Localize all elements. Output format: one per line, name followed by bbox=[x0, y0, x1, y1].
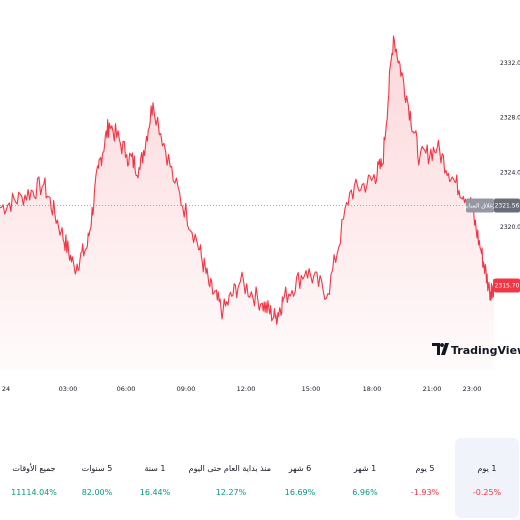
price-point bbox=[240, 281, 241, 282]
time-tick-label: 18:00 bbox=[363, 385, 382, 393]
price-point bbox=[371, 180, 372, 181]
period-label: 5 يوم bbox=[415, 464, 435, 473]
time-tick-label: 09:00 bbox=[177, 385, 196, 393]
price-point bbox=[305, 270, 306, 271]
tradingview-wordmark: TradingView bbox=[451, 344, 520, 357]
period-label: 5 سنوات bbox=[81, 464, 113, 473]
plot-area bbox=[0, 35, 495, 371]
price-point bbox=[74, 267, 75, 268]
price-point bbox=[262, 303, 263, 304]
period-label: منذ بداية العام حتى اليوم bbox=[188, 464, 271, 473]
time-axis[interactable]: 24 03:00 06:00 09:00 12:00 15:00 18:00 21:00 23:… bbox=[2, 385, 482, 393]
price-point bbox=[98, 168, 99, 169]
price-point bbox=[419, 158, 420, 159]
previous-close-tag-box bbox=[494, 198, 520, 213]
period-tab[interactable]: 6 شهر 16.69% bbox=[268, 438, 332, 518]
period-label: 1 شهر bbox=[353, 464, 377, 473]
price-point bbox=[139, 169, 140, 170]
period-tab[interactable]: 1 سنة 16.44% bbox=[123, 438, 187, 518]
price-point bbox=[480, 249, 481, 250]
price-line bbox=[0, 35, 495, 325]
last-price-tag-box bbox=[494, 278, 520, 293]
period-label: 6 شهر bbox=[288, 464, 312, 473]
price-point bbox=[327, 293, 328, 294]
price-tick-label: 2324.00 bbox=[500, 169, 520, 176]
price-axis[interactable]: 2320.00 2324.00 2328.00 2332.00 bbox=[500, 60, 520, 231]
period-tab[interactable]: 5 يوم -1.93% bbox=[393, 438, 457, 518]
price-point bbox=[209, 286, 210, 287]
price-point bbox=[382, 163, 383, 164]
time-tick-label: 12:00 bbox=[237, 385, 256, 393]
period-tab[interactable]: جميع الأوقات 11114.04% bbox=[2, 438, 66, 518]
price-area-fill bbox=[0, 35, 494, 371]
price-point bbox=[43, 184, 44, 185]
period-label: 1 سنة bbox=[144, 464, 166, 473]
tradingview-logo-icon bbox=[432, 342, 449, 355]
period-change-value: -0.25% bbox=[472, 488, 502, 497]
period-tab[interactable]: منذ بداية العام حتى اليوم 12.27% bbox=[189, 438, 271, 518]
period-label: جميع الأوقات bbox=[12, 464, 56, 473]
price-tick-label: 2320.00 bbox=[500, 224, 520, 231]
period-change-value: 6.96% bbox=[352, 488, 378, 497]
price-point bbox=[393, 35, 394, 36]
price-point bbox=[196, 240, 197, 241]
period-tab[interactable]: 5 سنوات 82.00% bbox=[65, 438, 129, 518]
performance-periods: 1 يوم -0.25% 5 يوم -1.93% 1 شهر 6.96% 6 شهر 16.… bbox=[0, 438, 520, 520]
price-point bbox=[21, 196, 22, 197]
price-point bbox=[349, 192, 350, 193]
price-point bbox=[489, 290, 490, 291]
last-price-tag: 2315.70 bbox=[495, 282, 520, 289]
period-tab[interactable]: 1 شهر 6.96% bbox=[333, 438, 397, 518]
price-point bbox=[61, 230, 62, 231]
price-point bbox=[284, 297, 285, 298]
price-point bbox=[109, 123, 110, 124]
previous-close-label: الإغلاق السابق bbox=[462, 203, 498, 210]
period-change-value: -1.93% bbox=[410, 488, 440, 497]
price-chart[interactable]: 2320.00 2324.00 2328.00 2332.00 24 03:00 06:0… bbox=[0, 0, 520, 400]
price-point bbox=[152, 102, 153, 103]
time-tick-label: 23:00 bbox=[463, 385, 482, 393]
tradingview-watermark: TradingView bbox=[432, 342, 520, 357]
time-tick-label: 15:00 bbox=[302, 385, 321, 393]
price-tick-label: 2328.00 bbox=[500, 115, 520, 122]
previous-close-label-box bbox=[466, 198, 494, 213]
period-change-value: 16.44% bbox=[139, 488, 171, 497]
period-change-value: 12.27% bbox=[215, 488, 247, 497]
price-point bbox=[222, 311, 223, 312]
period-change-value: 16.69% bbox=[284, 488, 316, 497]
time-tick-label: 03:00 bbox=[59, 385, 78, 393]
time-tick-label: 21:00 bbox=[423, 385, 442, 393]
time-tick-label: 06:00 bbox=[117, 385, 136, 393]
price-point bbox=[437, 147, 438, 148]
period-tab[interactable]: 1 يوم -0.25% bbox=[455, 438, 519, 518]
price-point bbox=[87, 245, 88, 246]
period-label: 1 يوم bbox=[477, 464, 497, 473]
price-point bbox=[406, 95, 407, 96]
time-tick-label: 24 bbox=[2, 385, 10, 393]
price-point bbox=[275, 318, 276, 319]
period-change-value: 11114.04% bbox=[11, 488, 57, 497]
price-point bbox=[454, 181, 455, 182]
period-change-value: 82.00% bbox=[81, 488, 113, 497]
price-point bbox=[126, 154, 127, 155]
previous-close-tag: 2321.56 bbox=[495, 203, 520, 210]
price-tick-label: 2332.00 bbox=[500, 60, 520, 67]
price-point bbox=[174, 183, 175, 184]
